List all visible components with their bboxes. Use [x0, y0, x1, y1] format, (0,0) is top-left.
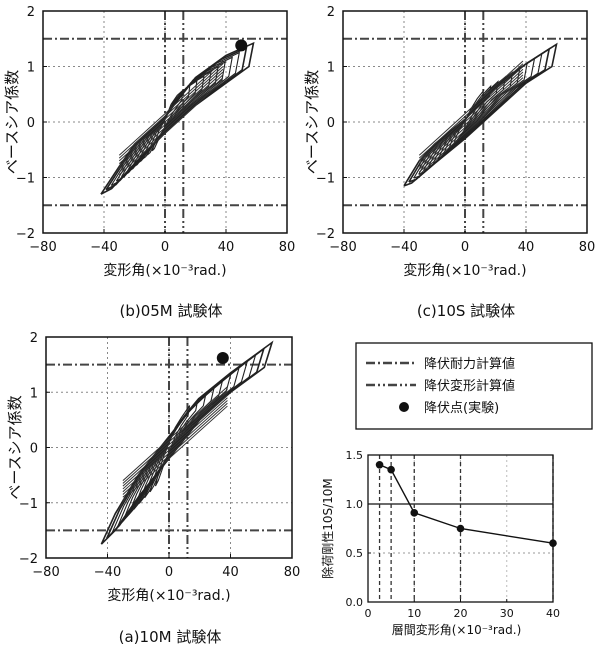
- x-tick-label: 30: [500, 607, 514, 620]
- hysteresis-band-line: [418, 63, 524, 159]
- hysteresis-band-line: [418, 74, 524, 170]
- ratio-point: [375, 461, 384, 469]
- x-tick-label: 40: [222, 565, 239, 580]
- x-tick-label: 40: [218, 240, 235, 255]
- y-tick-label: 1: [327, 61, 335, 76]
- y-tick-label: 0: [327, 116, 335, 131]
- hysteresis-band-line: [122, 397, 228, 493]
- y-axis-label: ベースシア係数: [6, 395, 24, 499]
- hysteresis-band-line: [118, 71, 224, 167]
- hysteresis-band-line: [122, 400, 228, 495]
- y-tick-label: −1: [316, 172, 335, 187]
- x-axis-label: 変形角(×10⁻³rad.): [103, 262, 226, 279]
- legend-label: 降伏耐力計算値: [424, 356, 515, 372]
- y-tick-label: 0.0: [346, 596, 364, 609]
- y-tick-label: −2: [16, 227, 35, 242]
- chart-hyst-10S: −80 −40 0 40 80 2 1 0 −1 −2 変形角(×10⁻³rad.) ベースシア係数 (…: [303, 5, 595, 320]
- x-tick-label: 0: [461, 240, 469, 255]
- ratio-point: [456, 524, 465, 533]
- x-tick-label: 80: [579, 240, 596, 255]
- chart-caption: (c)10S 試験体: [417, 302, 515, 320]
- hysteresis-band-line: [118, 68, 224, 164]
- hysteresis-band-line: [118, 77, 224, 173]
- x-tick-label: −40: [390, 240, 417, 255]
- y-tick-label: −1: [16, 172, 35, 187]
- hysteresis-band-line: [122, 386, 228, 482]
- y-tick-label: 2: [327, 5, 335, 20]
- chart-hyst-05M: −80 −40 0 40 80 2 1 0 −1 −2 変形角(×10⁻³rad.) ベースシア係数 (…: [3, 5, 295, 320]
- legend-marker: [399, 402, 409, 412]
- x-axis-label: 変形角(×10⁻³rad.): [403, 262, 526, 279]
- hysteresis-band-line: [122, 405, 228, 501]
- x-tick-label: 0: [161, 240, 169, 255]
- hysteresis-loop: [427, 66, 521, 168]
- x-tick-label: 80: [284, 565, 301, 580]
- x-axis-label: 変形角(×10⁻³rad.): [107, 587, 230, 604]
- y-tick-label: 2: [27, 5, 35, 20]
- x-tick-label: −40: [94, 565, 121, 580]
- y-tick-label: 1: [27, 61, 35, 76]
- hysteresis-band-line: [118, 63, 224, 159]
- yield-point-marker: [235, 39, 248, 52]
- x-tick-label: 40: [546, 607, 560, 620]
- hysteresis-band-line: [418, 77, 524, 173]
- hysteresis-band-line: [118, 66, 224, 162]
- hysteresis-band-line: [122, 391, 228, 487]
- legend-label: 降伏点(実験): [424, 400, 499, 416]
- x-tick-label: −80: [329, 240, 356, 255]
- y-tick-label: 0: [27, 116, 35, 131]
- hysteresis-band-line: [118, 60, 224, 156]
- x-tick-label: 80: [279, 240, 296, 255]
- ratio-point: [387, 465, 395, 474]
- hysteresis-band-line: [118, 80, 224, 176]
- hysteresis-loops: [403, 42, 558, 187]
- x-axis-label: 層間変形角(×10⁻³rad.): [392, 622, 522, 637]
- x-tick-label: 40: [518, 240, 535, 255]
- y-tick-label: 0: [30, 442, 38, 457]
- y-tick-label: −2: [19, 552, 38, 567]
- y-tick-label: 1: [30, 386, 38, 401]
- yield-point-marker: [216, 351, 229, 364]
- x-tick-label: 20: [454, 607, 468, 620]
- legend-label: 降伏変形計算値: [424, 378, 515, 394]
- y-tick-label: 2: [30, 331, 38, 346]
- x-tick-label: 0: [165, 565, 173, 580]
- x-tick-label: −40: [90, 240, 117, 255]
- y-tick-label: 1.0: [346, 498, 364, 511]
- chart-hyst-10M: −80 −40 0 40 80 2 1 0 −1 −2 変形角(×10⁻³rad.) ベースシア係数 (…: [6, 331, 300, 646]
- x-tick-label: 10: [407, 607, 421, 620]
- hysteresis-band-line: [122, 394, 228, 490]
- chart-stiffness-ratio: 0 10 20 30 40 1.5 1.0 0.5 0.0 層間変形角(×10⁻³rad.) 除荷剛…: [320, 449, 560, 637]
- hysteresis-loops: [100, 340, 274, 545]
- hysteresis-band-line: [122, 402, 228, 498]
- hysteresis-band-line: [418, 68, 524, 164]
- y-tick-label: 1.5: [346, 449, 364, 462]
- chart-caption: (b)05M 試験体: [119, 302, 222, 320]
- y-axis-label: ベースシア係数: [303, 70, 321, 174]
- hysteresis-band-line: [418, 66, 524, 162]
- ratio-point: [410, 509, 419, 517]
- hysteresis-loops: [100, 41, 255, 195]
- y-axis-label: ベースシア係数: [3, 70, 21, 174]
- y-axis-label: 除荷剛性10S/10M: [320, 478, 335, 579]
- hysteresis-band-line: [118, 74, 224, 170]
- chart-caption: (a)10M 試験体: [119, 628, 222, 646]
- x-tick-label: −80: [32, 565, 59, 580]
- y-tick-label: −2: [316, 227, 335, 242]
- hysteresis-loop: [154, 405, 191, 487]
- x-tick-label: 0: [365, 607, 372, 620]
- hysteresis-band-line: [122, 389, 228, 484]
- x-tick-label: −80: [29, 240, 56, 255]
- hysteresis-band-line: [418, 71, 524, 167]
- y-tick-label: −1: [19, 497, 38, 512]
- hysteresis-band-line: [418, 80, 524, 176]
- y-tick-label: 0.5: [346, 547, 364, 560]
- hysteresis-band-line: [418, 60, 524, 156]
